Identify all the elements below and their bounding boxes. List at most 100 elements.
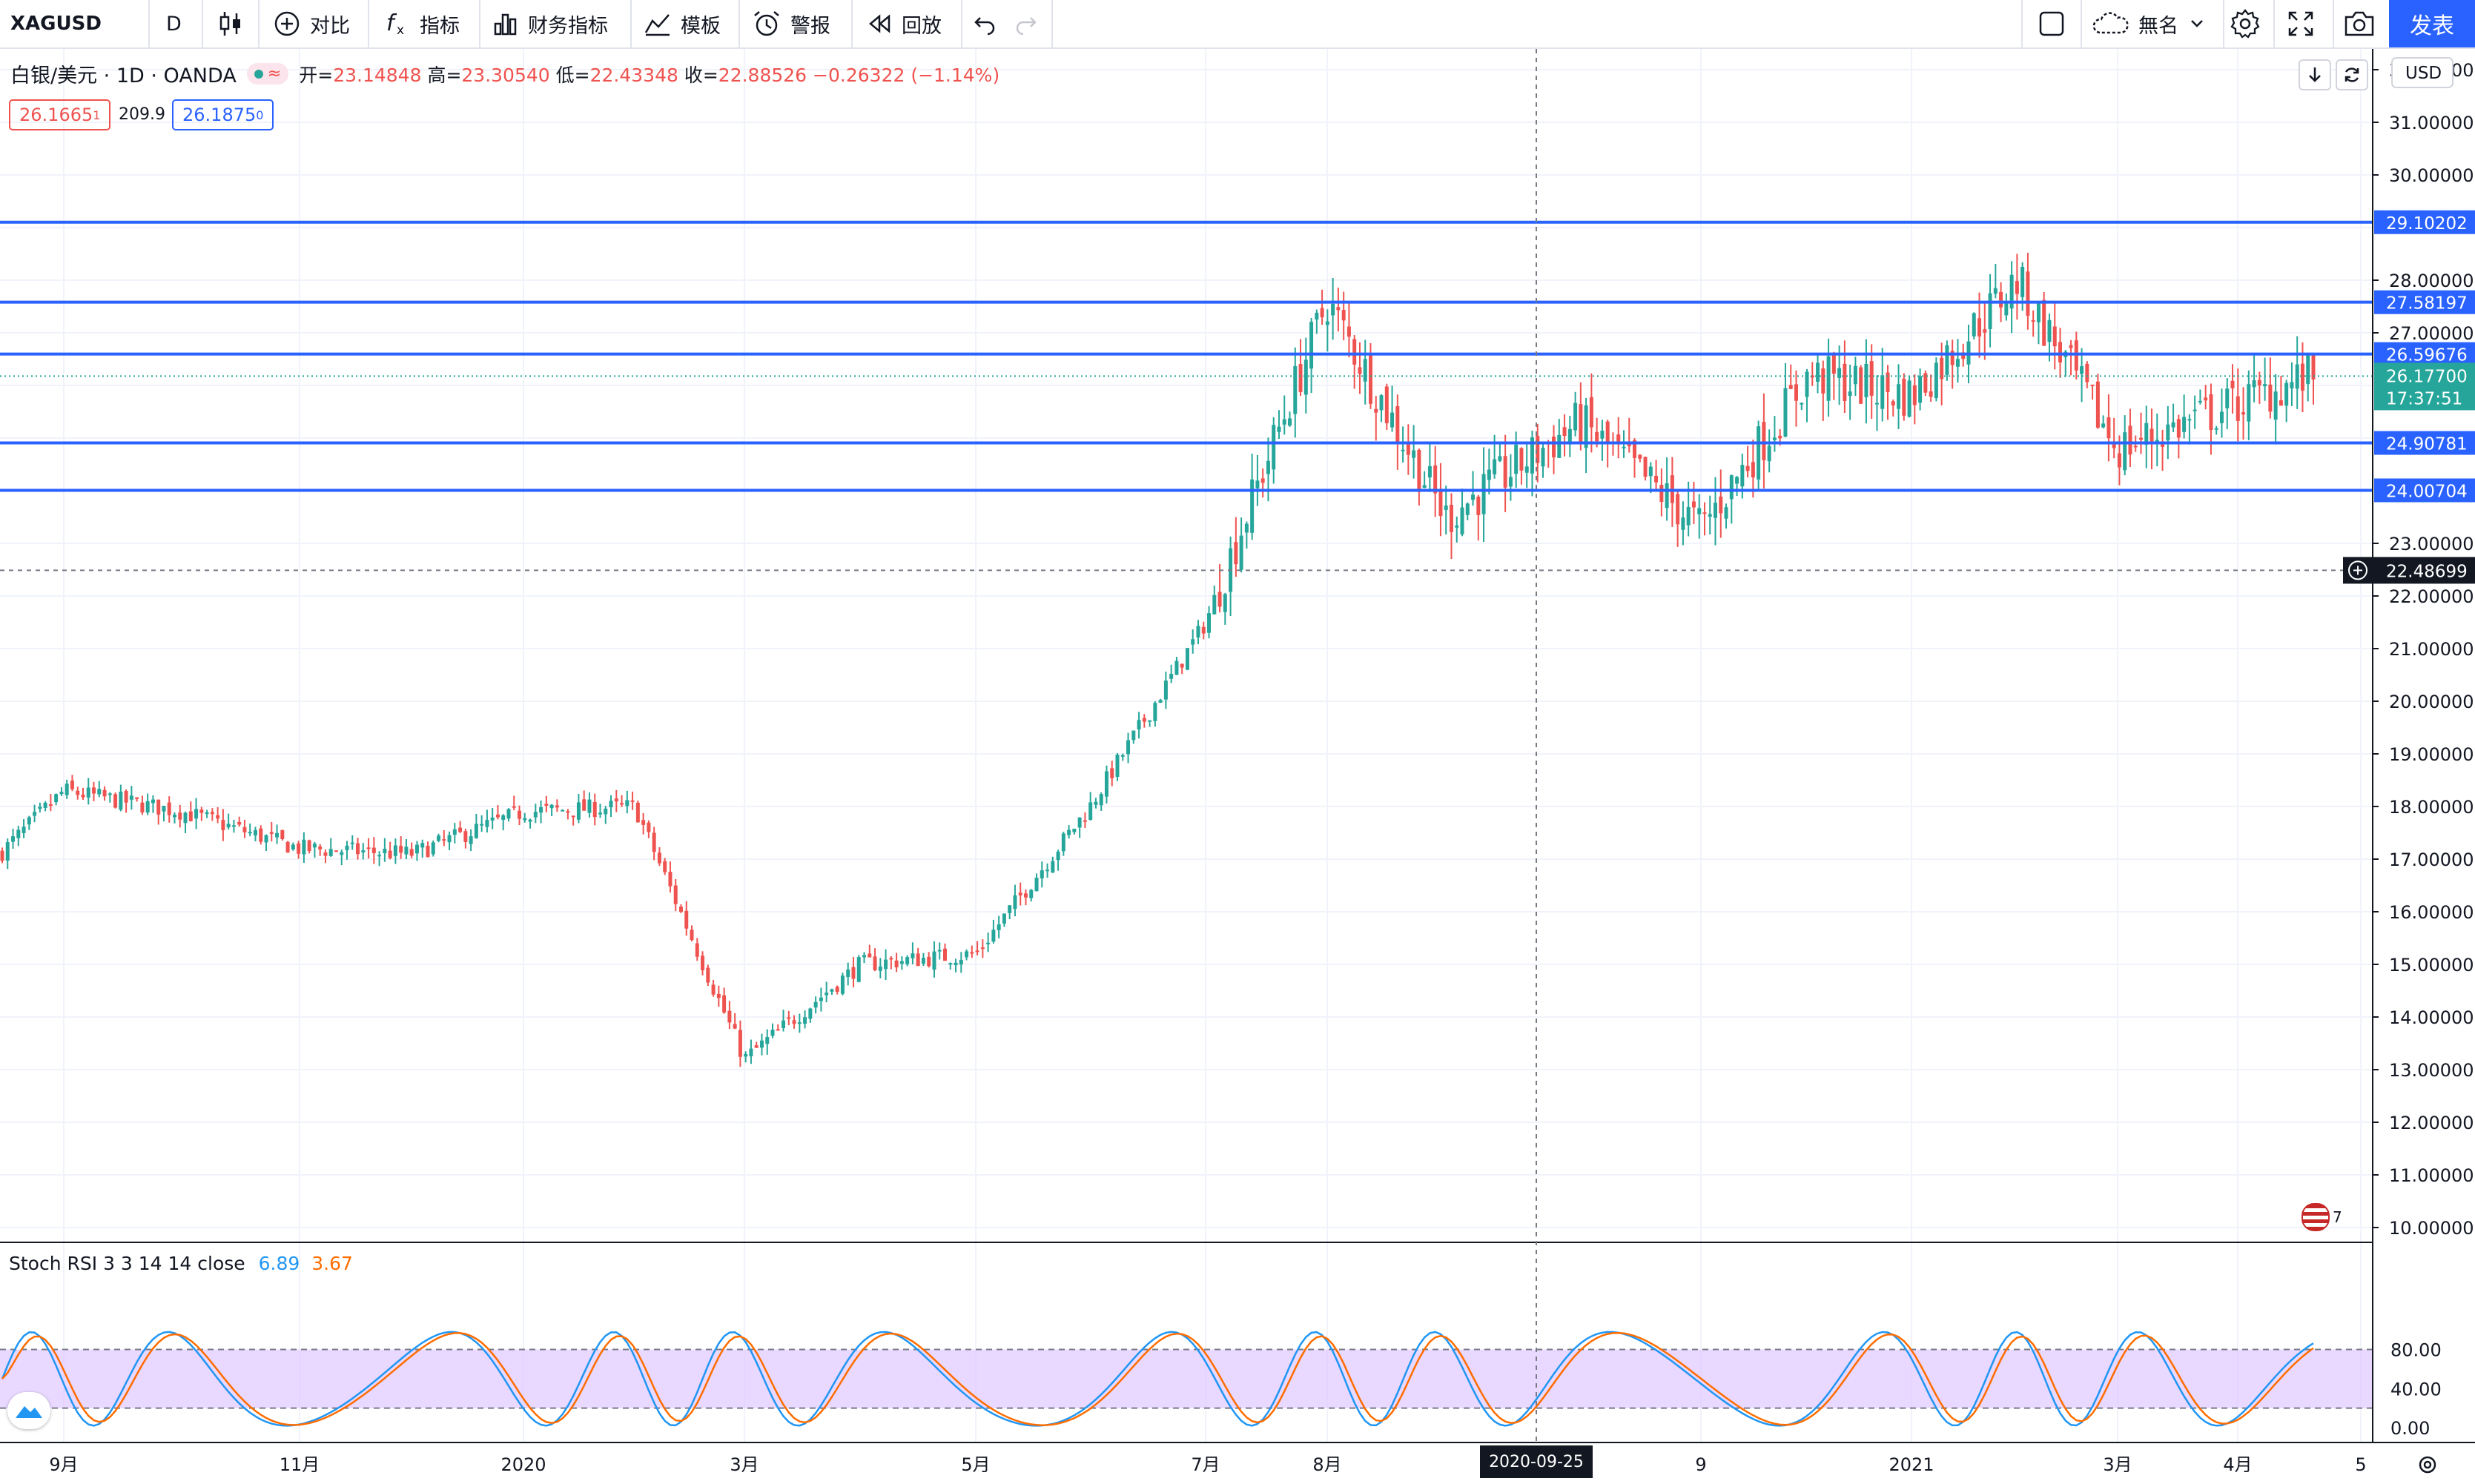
level-price-label: 27.58197 bbox=[2386, 294, 2468, 314]
candle-body bbox=[1686, 506, 1691, 526]
candle-body bbox=[1714, 503, 1718, 518]
candle-body bbox=[108, 793, 112, 795]
candle-body bbox=[452, 829, 457, 835]
candle-body bbox=[1412, 450, 1416, 458]
candle-body bbox=[571, 815, 575, 818]
replay-button[interactable]: 回放 bbox=[866, 0, 942, 47]
candle-body bbox=[447, 835, 452, 843]
candle-body bbox=[426, 845, 430, 858]
undo-button[interactable] bbox=[971, 0, 998, 47]
candle-body bbox=[1826, 356, 1831, 401]
candle-body bbox=[1600, 430, 1605, 439]
candle-body bbox=[2042, 299, 2046, 346]
candle-body bbox=[1363, 359, 1367, 382]
cloud-icon bbox=[2092, 12, 2129, 34]
market-status-badge[interactable]: ≈ bbox=[246, 63, 289, 85]
reset-chart-button[interactable] bbox=[2336, 59, 2368, 90]
low-label: 低= bbox=[555, 64, 590, 86]
candle-body bbox=[1902, 379, 1906, 416]
candle-body bbox=[1880, 375, 1885, 409]
candle-body bbox=[1869, 361, 1874, 396]
candle-body bbox=[1072, 828, 1077, 832]
bar-chart-icon bbox=[494, 13, 517, 36]
candle-body bbox=[1137, 720, 1141, 729]
horizontal-levels[interactable] bbox=[0, 220, 2373, 492]
candle-body bbox=[630, 800, 635, 802]
chart-type-button[interactable] bbox=[218, 0, 243, 47]
templates-button[interactable]: 模板 bbox=[644, 0, 721, 47]
candle-body bbox=[1309, 322, 1314, 369]
candle-body bbox=[442, 839, 446, 841]
candle-body bbox=[269, 832, 274, 834]
price-tick-label: 12.00000 bbox=[2389, 1113, 2474, 1133]
candle-body bbox=[1476, 497, 1481, 515]
candle-body bbox=[1923, 373, 1928, 393]
candle-body bbox=[744, 1053, 748, 1057]
candle-body bbox=[2052, 326, 2057, 347]
candle-body bbox=[911, 953, 915, 958]
candle-body bbox=[399, 846, 403, 853]
buy-button[interactable]: 26.1875 0 bbox=[172, 99, 274, 130]
candle-body bbox=[1277, 426, 1281, 432]
candle-body bbox=[135, 797, 139, 799]
candle-body bbox=[2252, 380, 2256, 388]
candle-body bbox=[2187, 419, 2192, 421]
tradingview-logo-button[interactable] bbox=[7, 1392, 50, 1429]
layout-save-button[interactable]: 無名 bbox=[2092, 0, 2204, 47]
sell-button[interactable]: 26.1665 1 bbox=[9, 99, 111, 130]
toolbar-divider bbox=[2081, 0, 2082, 47]
candle-body bbox=[1148, 720, 1152, 722]
publish-button[interactable]: 发表 bbox=[2389, 0, 2475, 47]
candle-body bbox=[2241, 412, 2246, 415]
candle-body bbox=[738, 1030, 742, 1057]
time-tick-label: 4月 bbox=[2223, 1454, 2252, 1475]
alert-button[interactable]: 警报 bbox=[752, 0, 830, 47]
candle-body bbox=[1977, 318, 1982, 337]
time-tick-label: 8月 bbox=[1312, 1454, 1341, 1475]
candlestick-series bbox=[0, 253, 2316, 1067]
price-tick-label: 10.00000 bbox=[2389, 1218, 2474, 1239]
candle-body bbox=[1940, 357, 1944, 380]
fullscreen-button[interactable] bbox=[2287, 0, 2315, 47]
snapshot-button[interactable] bbox=[2343, 0, 2376, 47]
scroll-down-button[interactable] bbox=[2299, 59, 2331, 90]
add-alert-plus-icon bbox=[2348, 560, 2367, 580]
candle-body bbox=[102, 789, 107, 797]
stoch-k-value: 6.89 bbox=[258, 1253, 300, 1274]
candle-body bbox=[1864, 363, 1868, 397]
candle-body bbox=[1083, 820, 1087, 822]
time-tick-label: 3月 bbox=[730, 1454, 759, 1475]
economic-events-badge[interactable]: 7 bbox=[2301, 1199, 2359, 1235]
financials-button[interactable]: 财务指标 bbox=[492, 0, 608, 47]
candle-body bbox=[2047, 319, 2052, 342]
price-tick-label: 11.00000 bbox=[2389, 1165, 2474, 1186]
candle-body bbox=[1503, 456, 1507, 488]
sell-price-small: 1 bbox=[93, 107, 101, 122]
axis-settings-gear-icon bbox=[2419, 1456, 2436, 1474]
candle-body bbox=[641, 820, 646, 825]
wave-icon: ≈ bbox=[267, 64, 282, 83]
fullscreen-select-button[interactable] bbox=[2038, 0, 2066, 47]
candle-body bbox=[221, 820, 225, 830]
candle-body bbox=[328, 849, 333, 856]
candle-body bbox=[1681, 517, 1685, 530]
candle-body bbox=[188, 811, 193, 821]
candle-body bbox=[899, 961, 904, 964]
symbol-search-button[interactable]: XAGUSD bbox=[10, 13, 102, 35]
square-icon bbox=[2039, 11, 2064, 36]
legend-title[interactable]: 白银/美元 · 1D · OANDA bbox=[10, 64, 237, 87]
stoch-tick-label: 40.00 bbox=[2390, 1379, 2442, 1399]
candle-body bbox=[754, 1045, 759, 1048]
redo-button[interactable] bbox=[1013, 0, 1040, 47]
candle-body bbox=[997, 924, 1001, 930]
compare-button[interactable]: 对比 bbox=[273, 0, 350, 47]
settings-button[interactable] bbox=[2229, 0, 2261, 47]
stoch-k-line bbox=[1, 1331, 2314, 1427]
candle-body bbox=[1212, 594, 1217, 615]
candle-body bbox=[388, 850, 392, 858]
interval-button[interactable]: D bbox=[166, 12, 182, 36]
stoch-rsi-legend[interactable]: Stoch RSI 3 3 14 14 close 6.89 3.67 bbox=[9, 1253, 353, 1274]
countdown-label: 17:37:51 bbox=[2386, 389, 2462, 408]
